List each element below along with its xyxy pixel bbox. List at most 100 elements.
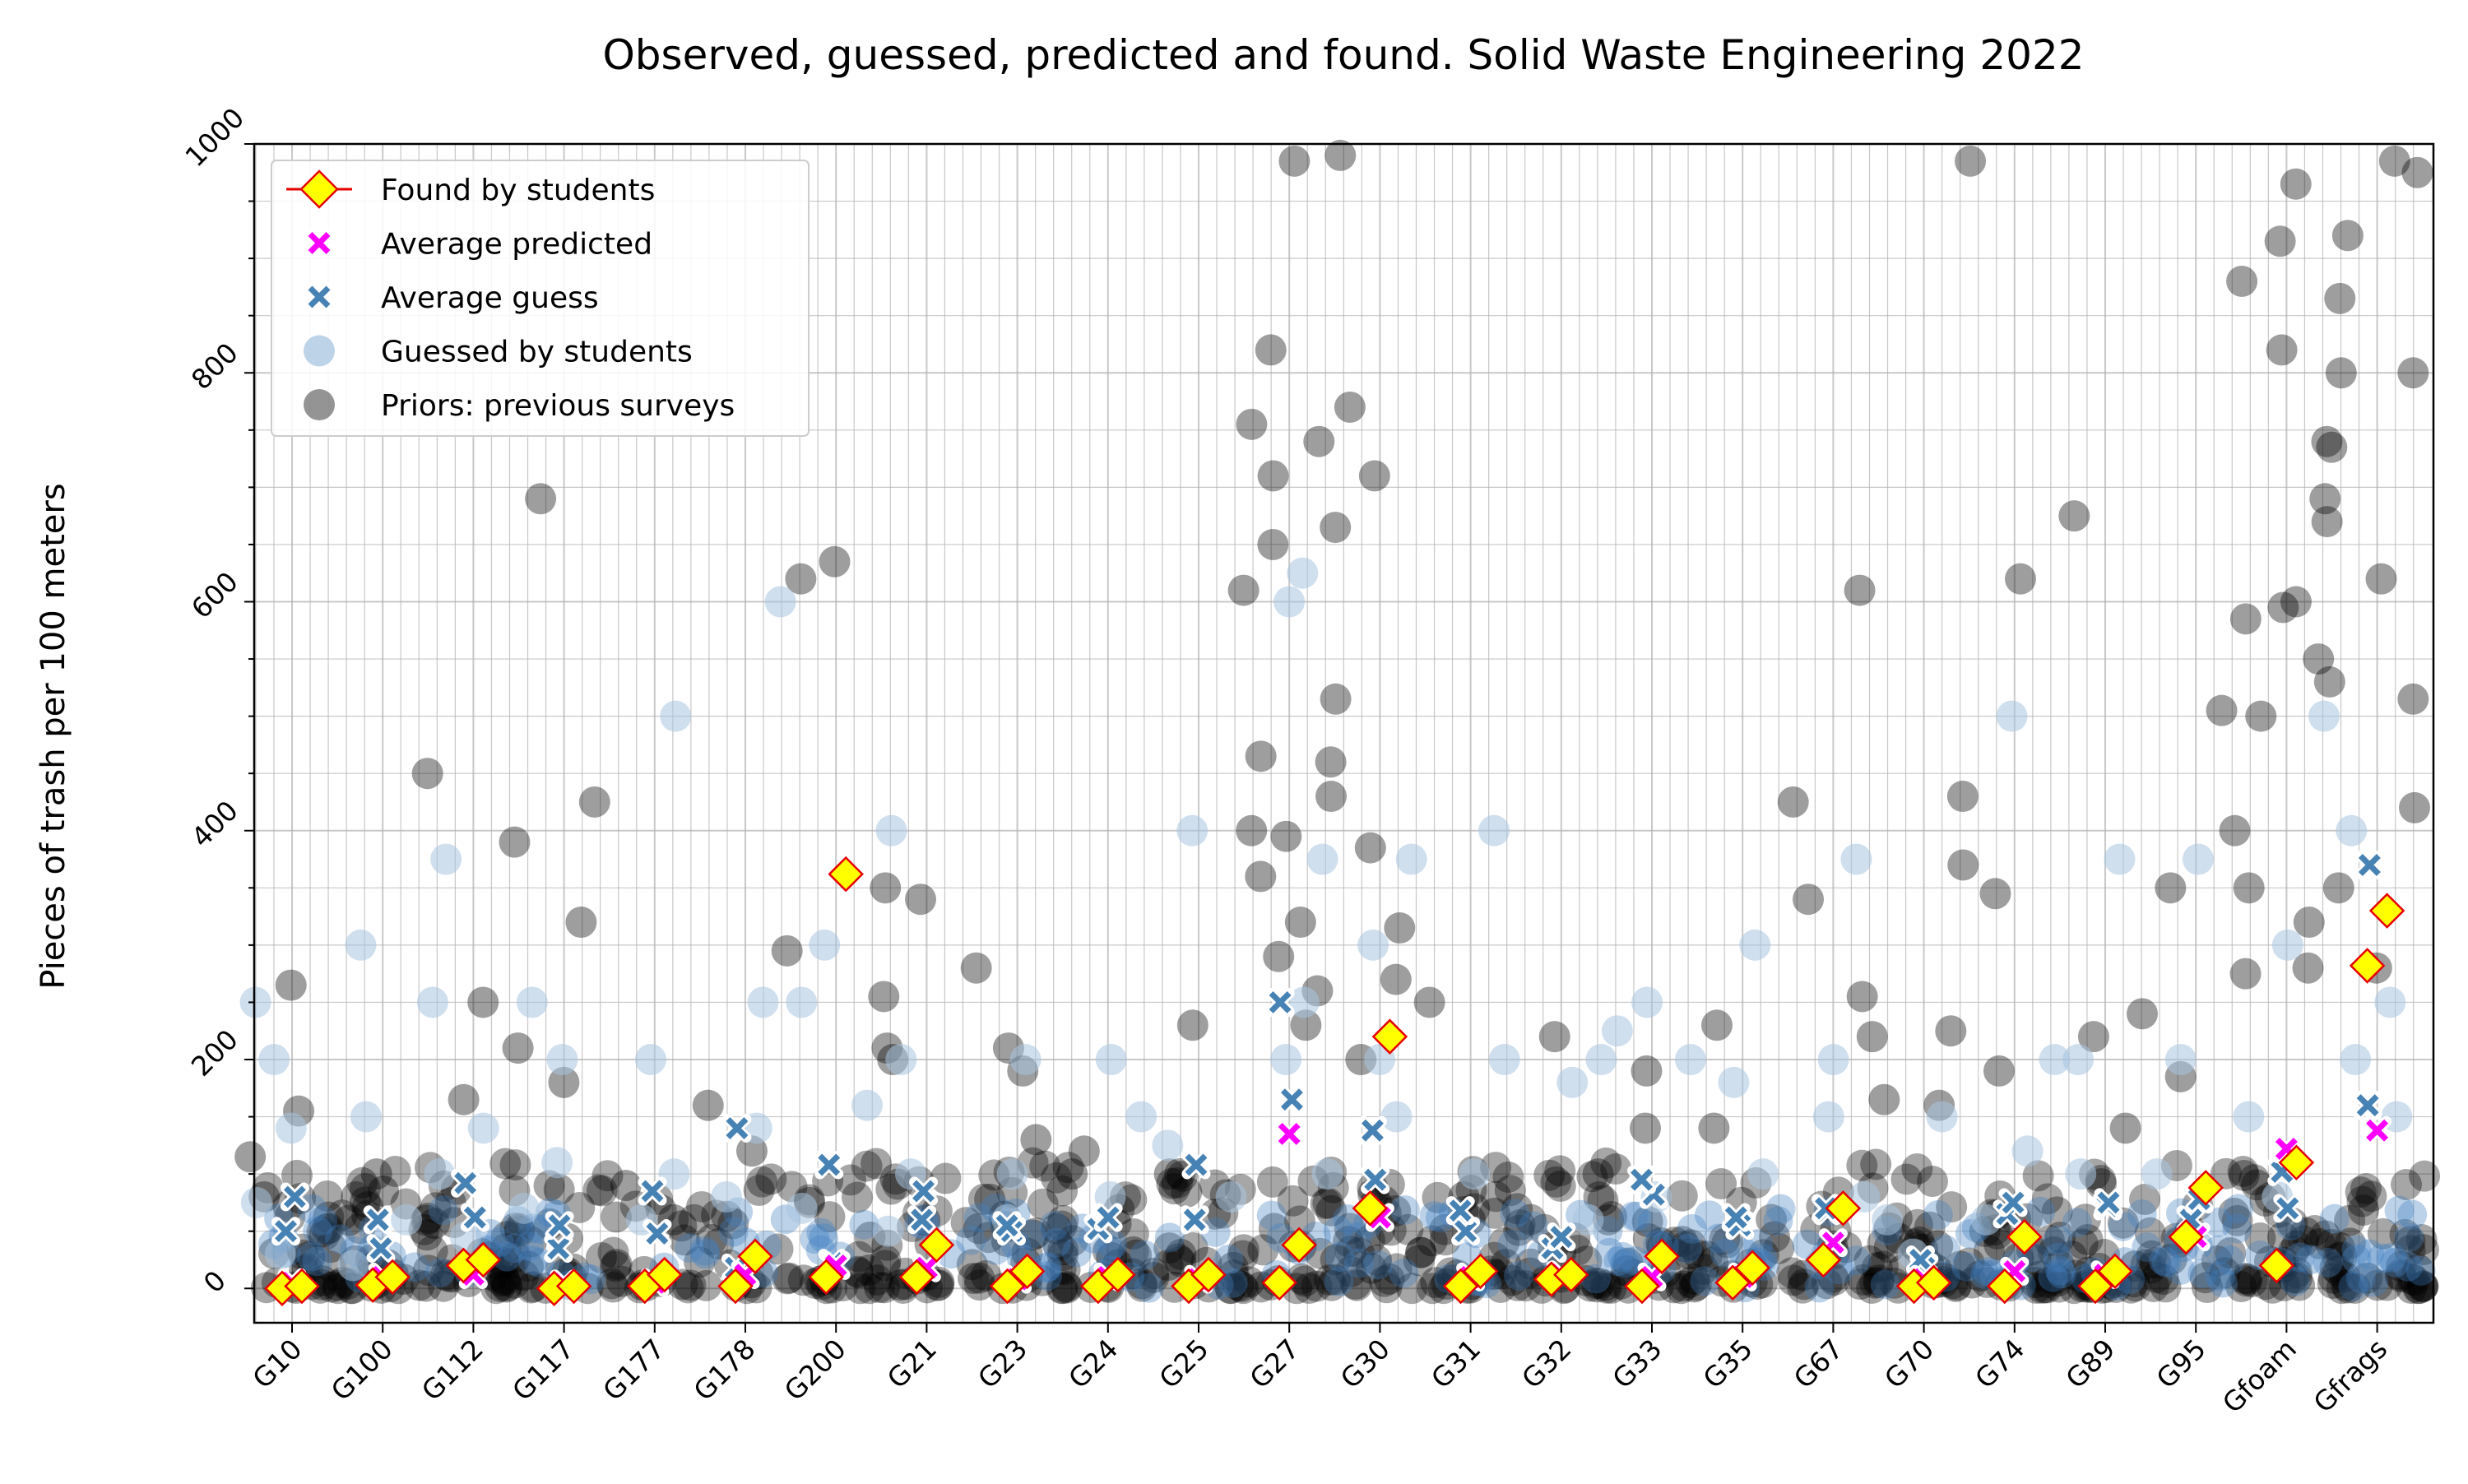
- guessed-point: [541, 1147, 573, 1179]
- guessed-point: [809, 929, 841, 961]
- prior-point: [1944, 1250, 1976, 1282]
- guessed-point: [416, 986, 448, 1018]
- guessed-point: [2224, 1194, 2254, 1224]
- prior-point: [1429, 1224, 1461, 1256]
- guessed-point: [2338, 1272, 2368, 1302]
- prior-point: [1793, 883, 1825, 916]
- prior-point: [2371, 1269, 2403, 1301]
- prior-point: [2267, 591, 2299, 624]
- average-guess-marker-cross: [454, 1171, 477, 1194]
- average-guess-marker: [643, 1218, 672, 1248]
- prior-point: [368, 1176, 400, 1208]
- prior-point: [2070, 1203, 2102, 1236]
- prior-point: [842, 1257, 874, 1289]
- prior-point: [1258, 1213, 1290, 1245]
- x-tick-label: G24: [1062, 1333, 1124, 1394]
- prior-point: [335, 1273, 367, 1305]
- prior-point: [1045, 1253, 1077, 1285]
- average-guess-marker: [2273, 1194, 2303, 1223]
- prior-point: [870, 1245, 902, 1277]
- guessed-point: [1951, 1251, 1982, 1282]
- guessed-point: [1425, 1203, 1455, 1233]
- prior-point: [467, 986, 499, 1018]
- average-predicted-marker-cross: [2366, 1119, 2389, 1142]
- prior-point: [956, 1249, 988, 1281]
- prior-point: [1153, 1158, 1185, 1190]
- prior-point: [2339, 1272, 2371, 1304]
- prior-point: [1683, 1239, 1715, 1271]
- prior-point: [1697, 1246, 1729, 1278]
- guessed-point: [1674, 1044, 1706, 1076]
- prior-point: [2280, 168, 2312, 200]
- prior-point: [416, 1235, 448, 1267]
- guessed-point: [1324, 1266, 1354, 1296]
- prior-point: [1040, 1162, 1072, 1194]
- prior-point: [2245, 700, 2277, 732]
- prior-point: [1320, 1244, 1352, 1276]
- x-tick-label: G70: [1878, 1333, 1940, 1394]
- guessed-point: [350, 1101, 382, 1133]
- prior-point: [2317, 1262, 2350, 1294]
- average-guess-marker-cross: [1361, 1119, 1384, 1142]
- prior-point: [316, 1271, 348, 1303]
- prior-point: [1890, 1163, 1923, 1195]
- prior-point: [2401, 156, 2433, 188]
- prior-point: [1315, 1194, 1348, 1227]
- prior-point: [491, 1221, 523, 1253]
- x-tick-label: G33: [1606, 1333, 1668, 1394]
- average-guess-marker-cross: [1097, 1206, 1120, 1229]
- guessed-point: [1923, 1200, 1953, 1231]
- guessed-point: [492, 1241, 522, 1272]
- prior-point: [1392, 1213, 1424, 1245]
- average-guess-marker-cross: [2002, 1191, 2025, 1214]
- average-guess-marker-cross: [911, 1208, 934, 1231]
- average-guess-marker: [366, 1234, 396, 1264]
- prior-point: [2206, 694, 2238, 726]
- prior-point: [2218, 1197, 2250, 1229]
- guessed-point: [1677, 1213, 1707, 1244]
- guessed-point: [1996, 700, 2028, 732]
- guessed-point: [2222, 1213, 2252, 1244]
- guessed-point: [851, 1089, 883, 1121]
- prior-point: [1937, 1268, 1969, 1300]
- x-tick-label: G27: [1243, 1333, 1305, 1394]
- prior-point: [1687, 1253, 1719, 1285]
- average-guess-marker: [1277, 1085, 1306, 1115]
- guessed-point: [675, 1232, 705, 1263]
- prior-point: [2071, 1223, 2104, 1255]
- prior-point: [601, 1248, 633, 1280]
- prior-point: [1658, 1272, 1690, 1304]
- guessed-point: [303, 1216, 333, 1246]
- prior-point: [1605, 1268, 1637, 1300]
- x-tick-label: G31: [1425, 1333, 1487, 1394]
- guessed-point: [2046, 1259, 2076, 1289]
- prior-point: [2326, 1241, 2358, 1273]
- found-marker: [647, 1256, 683, 1293]
- prior-point: [565, 907, 597, 939]
- guessed-point: [546, 1044, 578, 1076]
- average-guess-marker-cross: [995, 1214, 1018, 1237]
- guessed-point: [2065, 1158, 2097, 1190]
- prior-point: [1334, 1236, 1366, 1268]
- prior-point: [2119, 1270, 2151, 1302]
- y-tick-label: 800: [185, 336, 244, 396]
- prior-point: [1756, 1203, 1788, 1236]
- prior-point: [2109, 1112, 2141, 1144]
- prior-point: [1046, 1273, 1078, 1305]
- prior-point: [870, 872, 902, 904]
- prior-point: [1867, 1227, 1899, 1259]
- prior-point: [2141, 1261, 2173, 1293]
- prior-point: [1310, 1188, 1342, 1220]
- prior-point: [1955, 145, 1987, 177]
- found-marker: [1987, 1268, 2023, 1305]
- prior-point: [2350, 1172, 2382, 1204]
- prior-point: [1811, 1268, 1843, 1300]
- prior-point: [1788, 1268, 1820, 1301]
- found-marker: [1462, 1253, 1499, 1290]
- guessed-point: [806, 1217, 837, 1248]
- prior-point: [1413, 986, 1445, 1018]
- prior-point: [1861, 1251, 1893, 1283]
- found-marker: [1442, 1268, 1479, 1305]
- prior-point: [2209, 1257, 2241, 1289]
- average-guess-marker: [271, 1217, 300, 1246]
